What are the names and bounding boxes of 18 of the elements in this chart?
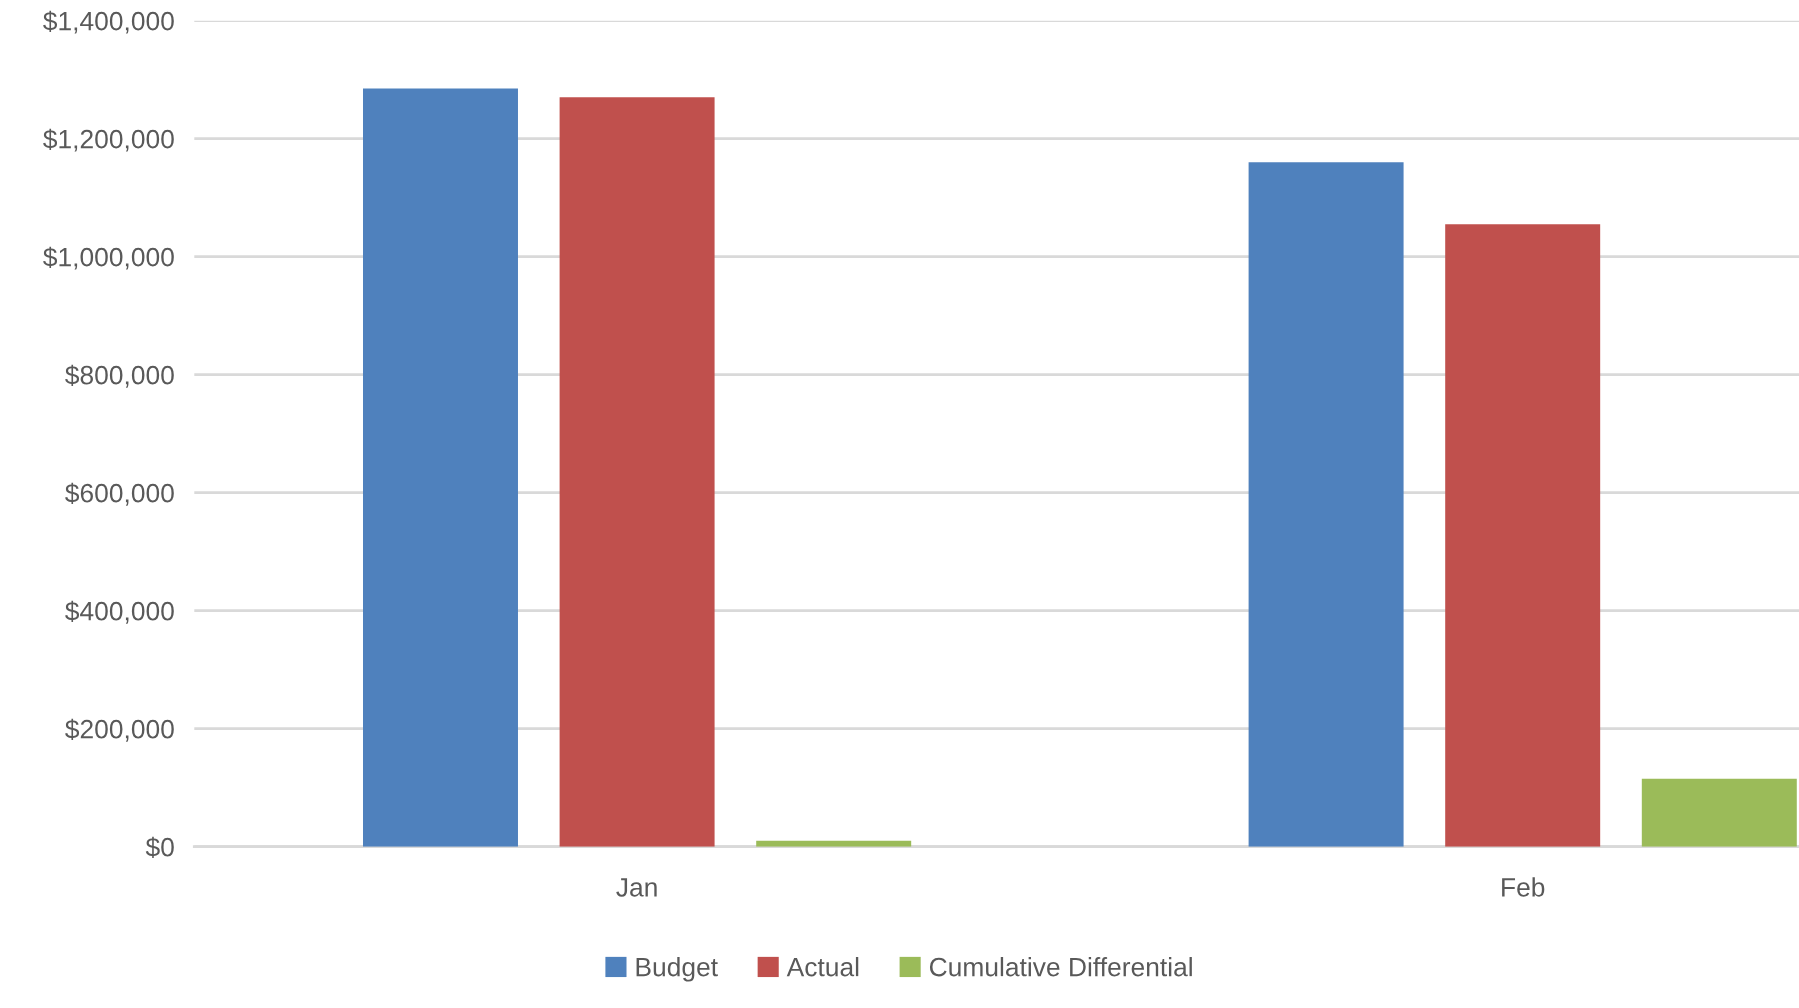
x-tick-label: Jan <box>616 878 657 897</box>
y-tick-label: $0 <box>145 836 174 859</box>
legend-label: Budget <box>636 957 718 982</box>
legend-label: Cumulative Differential <box>929 957 1192 977</box>
bar <box>363 88 518 847</box>
bar <box>1641 778 1797 847</box>
bar <box>1445 224 1601 847</box>
legend-label: Actual <box>786 957 859 977</box>
y-tick-label: $200,000 <box>65 718 174 742</box>
y-tick-label: $1,400,000 <box>43 10 174 34</box>
bar <box>1248 162 1404 847</box>
y-tick-label: $400,000 <box>65 600 174 624</box>
y-tick-label: $600,000 <box>65 482 174 506</box>
y-tick-label: $800,000 <box>65 364 174 388</box>
x-tick-label: Feb <box>1502 877 1545 897</box>
bar <box>559 97 715 847</box>
y-tick-label: $1,000,000 <box>43 246 174 270</box>
y-tick-label: $1,200,000 <box>43 128 174 152</box>
